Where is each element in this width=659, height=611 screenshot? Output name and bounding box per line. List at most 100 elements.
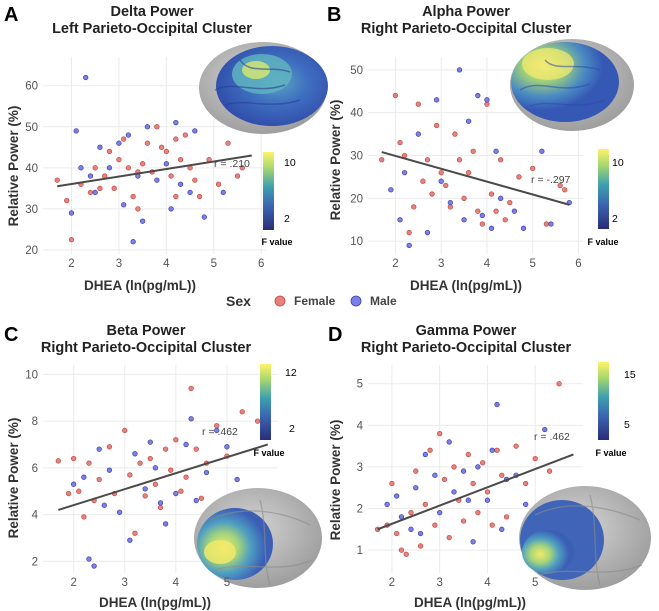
x-axis-title: DHEA (ln(pg/mL)) (414, 595, 526, 610)
data-point-male (187, 189, 193, 196)
data-point-female (417, 543, 424, 549)
data-point-male (116, 140, 122, 146)
data-point-female (144, 140, 151, 146)
legend: Sex Female Male (226, 293, 397, 309)
data-point-male (132, 451, 138, 457)
data-point-male (101, 502, 107, 508)
trend-line (57, 154, 252, 188)
data-point-female (122, 427, 128, 434)
data-point-male (96, 446, 102, 452)
data-point-female (484, 101, 490, 107)
data-point-female (480, 460, 486, 466)
data-point-male (144, 124, 151, 130)
data-point-female (92, 165, 98, 171)
y-tick-label: 40 (350, 108, 363, 120)
data-point-female (461, 195, 467, 201)
data-point-male (116, 509, 123, 515)
colorbar-title: F value (261, 237, 292, 247)
y-tick-label: 3 (357, 462, 363, 474)
x-tick-label: 3 (436, 577, 442, 589)
data-point-male (438, 178, 444, 184)
x-axis-title: DHEA (ln(pg/mL)) (84, 278, 196, 293)
data-point-male (173, 120, 179, 126)
chart-title: Beta Power (107, 323, 186, 339)
data-point-female (438, 169, 444, 176)
data-point-male (489, 447, 495, 453)
data-point-male (413, 485, 419, 491)
data-point-female (475, 208, 481, 214)
data-point-male (548, 221, 554, 227)
data-point-male (401, 169, 408, 176)
data-point-male (461, 217, 467, 223)
data-point-female (398, 547, 405, 553)
data-point-male (214, 427, 220, 434)
data-point-female (411, 204, 417, 210)
data-point-female (137, 460, 143, 466)
data-point-female (451, 464, 457, 470)
y-tick-label: 5 (357, 379, 363, 391)
data-point-female (546, 468, 553, 474)
x-axis-ticks: 2 3 4 5 6 (68, 258, 264, 270)
x-tick-label: 5 (224, 577, 230, 589)
data-point-female (379, 157, 385, 163)
data-point-male (121, 202, 127, 208)
data-point-male (193, 497, 199, 504)
data-point-female (154, 124, 160, 130)
y-axis-ticks: 1 2 3 4 5 (357, 379, 364, 557)
y-tick-label: 50 (350, 65, 363, 77)
x-axis-ticks: 2 3 4 5 (70, 577, 230, 589)
data-point-female (162, 446, 169, 452)
y-axis-ticks: 20 30 40 50 60 (25, 81, 38, 257)
data-point-male (87, 173, 94, 179)
data-point-male (539, 148, 545, 154)
y-tick-label: 10 (350, 236, 363, 248)
colorbar: 15 5 F value (595, 362, 636, 458)
points (54, 74, 245, 245)
data-point-female (498, 157, 504, 163)
data-point-female (157, 504, 164, 511)
data-point-female (530, 165, 536, 171)
data-point-male (71, 481, 77, 487)
data-point-male (81, 474, 87, 480)
data-point-female (116, 156, 122, 163)
data-point-male (498, 195, 504, 201)
x-tick-label: 4 (163, 258, 170, 270)
data-point-male (162, 521, 169, 527)
data-point-female (86, 460, 92, 466)
data-point-male (177, 181, 184, 187)
data-point-male (388, 187, 394, 193)
data-point-female (239, 165, 245, 171)
data-point-female (188, 385, 194, 392)
data-point-male (68, 210, 75, 216)
data-point-male (142, 486, 148, 492)
chart-title: Delta Power (111, 4, 194, 20)
data-point-female (389, 480, 395, 487)
y-tick-label: 30 (25, 204, 38, 216)
data-point-male (417, 530, 424, 537)
y-tick-label: 4 (32, 510, 39, 522)
data-point-female (427, 447, 433, 453)
correlation-label: r = .462 (534, 431, 570, 443)
chart-title: Gamma Power (416, 323, 517, 339)
data-point-female (532, 455, 538, 462)
x-tick-label: 2 (389, 577, 395, 589)
y-tick-label: 1 (357, 545, 363, 557)
x-tick-label: 3 (122, 577, 128, 589)
brain-render (519, 486, 651, 590)
data-point-female (465, 169, 472, 176)
data-point-female (87, 189, 94, 196)
data-point-female (198, 495, 205, 501)
data-point-female (193, 446, 199, 452)
panel-letter: B (327, 4, 341, 26)
x-axis-title: DHEA (ln(pg/mL)) (99, 595, 211, 610)
data-point-female (71, 455, 77, 462)
data-point-male (106, 467, 113, 473)
y-axis-ticks: 10 20 30 40 50 (350, 65, 363, 248)
data-point-male (397, 217, 403, 223)
panel-b: B Alpha Power Right Parieto-Occipital Cl… (327, 4, 634, 293)
data-point-male (78, 165, 84, 171)
data-point-male (384, 501, 390, 508)
data-point-male (398, 514, 405, 520)
panel-d: D Gamma Power Right Parieto-Occipital Cl… (328, 323, 651, 610)
